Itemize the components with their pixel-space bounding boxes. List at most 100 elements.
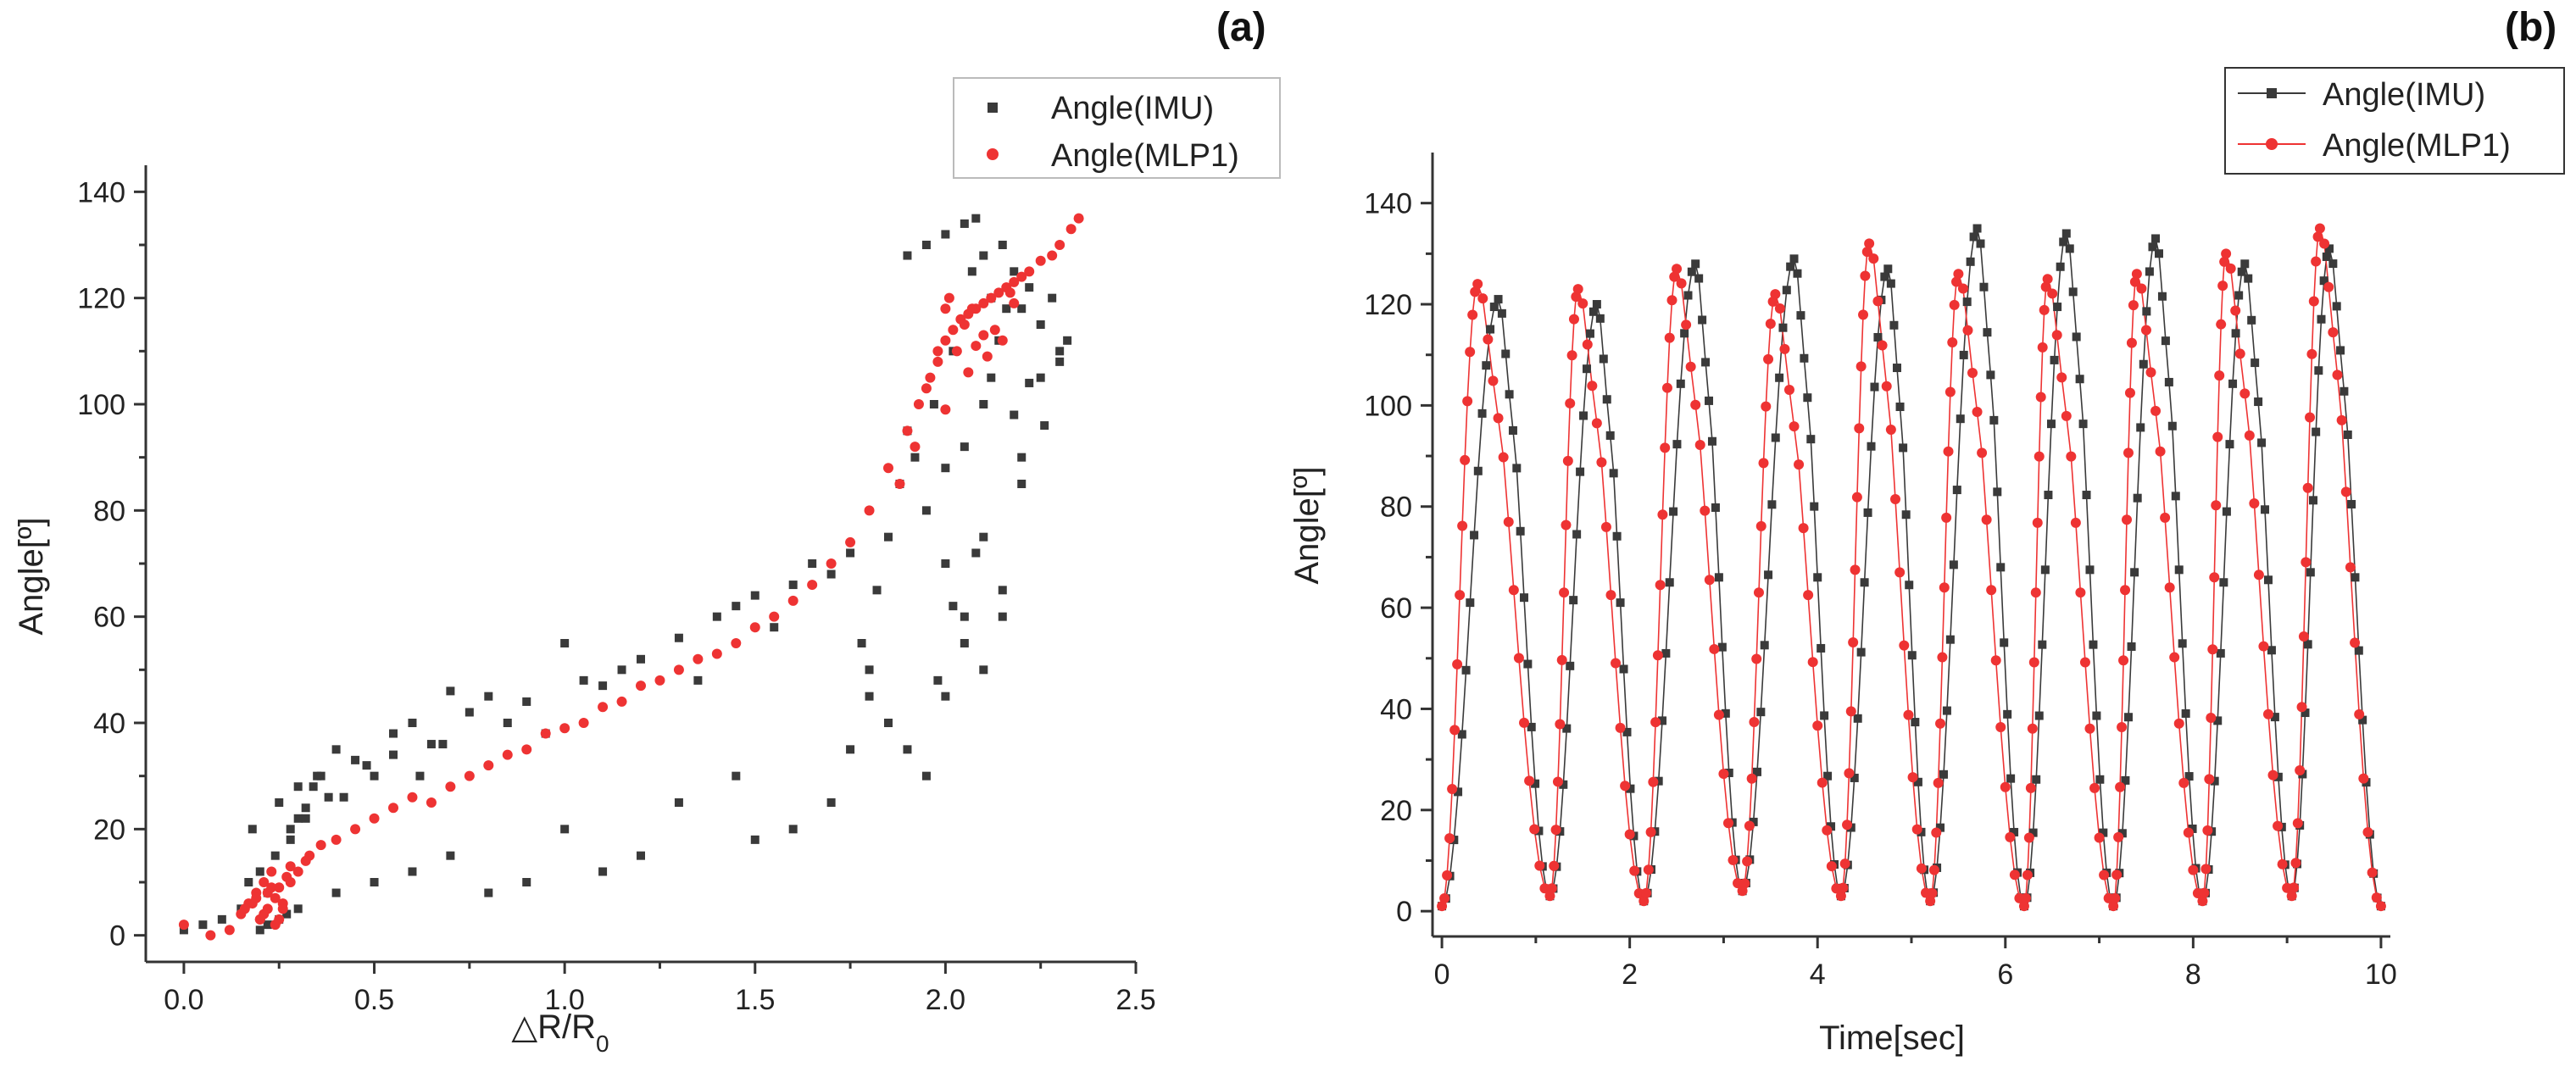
mlp-point-b	[2296, 702, 2307, 713]
mlp-point-b	[1615, 722, 1626, 733]
imu-point-b	[1867, 442, 1876, 451]
imu-point-b	[1856, 647, 1866, 657]
mlp-point	[731, 638, 742, 648]
mlp-point-b	[2056, 372, 2067, 383]
imu-point-b	[2257, 438, 2267, 447]
a-y-tick-label: 0	[109, 920, 125, 953]
imu-point-b	[1775, 373, 1784, 382]
mlp-point-b	[2267, 770, 2278, 781]
imu-point	[674, 633, 683, 642]
imu-point-b	[1705, 396, 1714, 405]
mlp-point	[654, 675, 665, 686]
imu-point-b	[1583, 364, 1592, 374]
imu-point-b	[1810, 502, 1819, 511]
mlp-point-b	[2253, 570, 2264, 581]
mlp-point-b	[1844, 768, 1855, 779]
imu-point	[1017, 480, 1027, 488]
imu-point-b	[2151, 234, 2161, 243]
a-y-tick-label: 140	[77, 176, 125, 208]
mlp-point	[502, 749, 513, 760]
imu-point	[370, 878, 379, 886]
imu-point	[903, 745, 912, 754]
mlp-point-b	[1709, 643, 1720, 654]
mlp-point	[963, 367, 974, 378]
mlp-point	[292, 866, 303, 877]
imu-point-b	[2050, 355, 2059, 364]
imu-point	[750, 591, 759, 600]
imu-point	[415, 771, 425, 781]
mlp-point-b	[1611, 658, 1622, 669]
mlp-point-b	[1817, 777, 1828, 788]
mlp-point-b	[1524, 775, 1535, 786]
a-x-tick-label: 2.0	[926, 984, 965, 1016]
mlp-point	[787, 595, 798, 606]
imu-point	[617, 665, 626, 675]
mlp-point-b	[1568, 314, 1579, 325]
mlp-point-b	[2214, 370, 2225, 381]
imu-point-b	[1599, 354, 1608, 364]
mlp-point	[989, 325, 1000, 336]
mlp-point-b	[1713, 709, 1724, 720]
mlp-point-b	[1488, 375, 1499, 386]
imu-point-b	[1508, 425, 1517, 435]
mlp-point-b	[2110, 892, 2121, 903]
imu-point-b	[1494, 295, 1503, 304]
imu-point-b	[2046, 419, 2056, 429]
mlp-point	[1016, 271, 1027, 282]
legend-mlp-marker	[987, 148, 999, 160]
imu-point	[301, 814, 310, 823]
mlp-point-b	[1552, 776, 1563, 787]
imu-point-b	[2240, 259, 2250, 269]
mlp-point	[350, 824, 361, 835]
imu-point-b	[1949, 560, 1958, 570]
mlp-point-b	[1546, 883, 1557, 894]
mlp-point-b	[2030, 587, 2041, 598]
mlp-point-b	[2089, 782, 2100, 793]
imu-point	[826, 570, 836, 579]
imu-point-b	[1687, 267, 1696, 276]
mlp-point-b	[1700, 505, 1711, 516]
mlp-point-b	[1596, 457, 1607, 468]
imu-point	[637, 851, 645, 860]
imu-point-b	[1793, 269, 1802, 278]
mlp-point-b	[1807, 657, 1818, 668]
mlp-point	[1035, 255, 1046, 266]
mlp-point	[921, 383, 932, 394]
imu-point-b	[2003, 709, 2012, 719]
mlp-point-b	[1549, 860, 1560, 871]
mlp-point-b	[1911, 824, 1922, 835]
mlp-point-b	[1858, 309, 1869, 320]
mlp-point	[521, 744, 532, 755]
mlp-point	[178, 920, 189, 931]
mlp-point-b	[1645, 826, 1656, 837]
mlp-point-b	[1931, 827, 1942, 838]
imu-point-b	[2121, 775, 2130, 785]
mlp-point-b	[2051, 330, 2062, 341]
mlp-point-b	[2037, 342, 2048, 353]
mlp-point-b	[2219, 256, 2230, 267]
mlp-point-b	[2164, 582, 2175, 593]
mlp-point-b	[2217, 281, 2228, 292]
mlp-point	[270, 892, 281, 903]
imu-point-b	[2145, 267, 2154, 276]
imu-point	[637, 654, 645, 664]
mlp-point-b	[1457, 520, 1468, 531]
imu-point	[351, 755, 360, 764]
mlp-point-b	[2216, 319, 2227, 330]
mlp-point-b	[2169, 652, 2180, 663]
mlp-point-b	[2375, 901, 2386, 912]
imu-point-b	[2032, 775, 2041, 784]
mlp-point-b	[2221, 248, 2232, 259]
mlp-point-b	[2183, 827, 2194, 838]
mlp-point-b	[2113, 831, 2124, 842]
mlp-point-b	[1728, 854, 1739, 865]
imu-point	[921, 506, 931, 515]
mlp-point-b	[1629, 865, 1640, 876]
mlp-point-b	[1562, 455, 1573, 466]
imu-point-b	[1778, 323, 1788, 332]
mlp-point-b	[2358, 773, 2369, 784]
b-y-tick-label: 0	[1396, 896, 1412, 928]
mlp-point-b	[1652, 650, 1663, 661]
mlp-point	[711, 648, 722, 659]
imu-point-b	[1817, 643, 1826, 653]
